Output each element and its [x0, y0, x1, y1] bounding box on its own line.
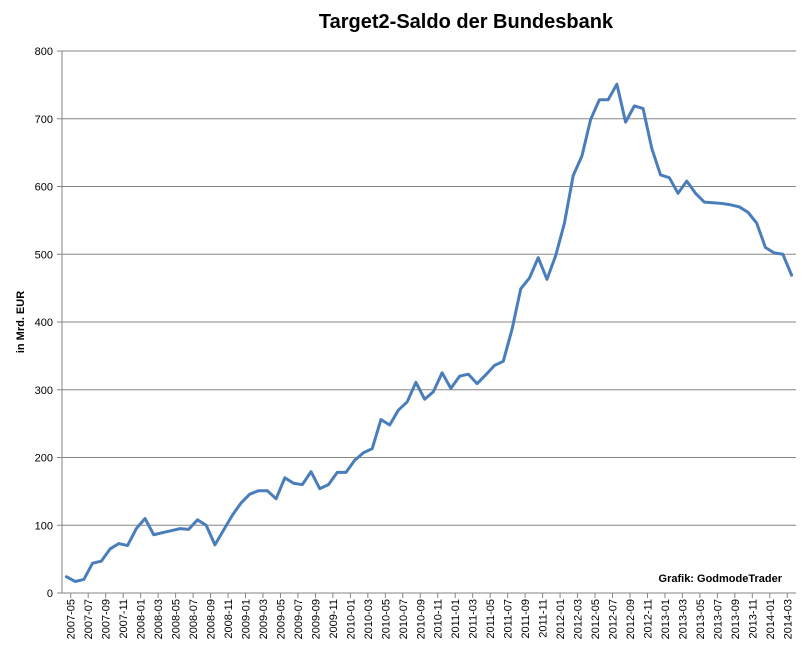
y-axis-label: in Mrd. EUR	[15, 291, 27, 353]
chart-credit: Grafik: GodmodeTrader	[659, 573, 783, 585]
x-tick-label: 2010-01	[345, 599, 357, 639]
x-tick-label: 2009-05	[275, 599, 287, 639]
x-tick-label: 2012-07	[608, 599, 620, 639]
x-tick-label: 2010-11	[433, 599, 445, 639]
x-tick-label: 2011-09	[520, 599, 532, 639]
x-tick-label: 2009-09	[310, 599, 322, 639]
x-tick-label: 2007-07	[83, 599, 95, 639]
x-tick-label: 2010-05	[380, 599, 392, 639]
y-tick-label: 0	[47, 588, 53, 600]
x-tick-label: 2010-07	[398, 599, 410, 639]
x-tick-label: 2011-03	[468, 599, 480, 639]
y-tick-label: 700	[35, 114, 53, 126]
x-tick-label: 2013-11	[747, 599, 759, 639]
x-tick-label: 2009-01	[241, 599, 253, 639]
y-axis-ticks: 0 100 200 300 400 500 600 700 800	[35, 46, 62, 600]
x-tick-label: 2007-09	[101, 599, 113, 639]
x-tick-label: 2011-01	[450, 599, 462, 639]
x-tick-label: 2011-07	[503, 599, 515, 639]
x-tick-label: 2008-11	[223, 599, 235, 639]
x-tick-label: 2013-07	[712, 599, 724, 639]
x-tick-label: 2010-03	[363, 599, 375, 639]
y-tick-label: 500	[35, 249, 53, 261]
y-tick-label: 800	[35, 46, 53, 58]
x-axis-ticks: 2007-05 2007-07 2007-09 2007-11 2008-01 2008-…	[66, 593, 794, 639]
x-tick-label: 2008-01	[136, 599, 148, 639]
x-tick-label: 2009-11	[328, 599, 340, 639]
chart-title: Target2-Saldo der Bundesbank	[319, 11, 614, 33]
x-tick-label: 2010-09	[415, 599, 427, 639]
y-tick-label: 300	[35, 385, 53, 397]
x-tick-label: 2012-01	[555, 599, 567, 639]
x-tick-label: 2014-01	[765, 599, 777, 639]
x-tick-label: 2008-05	[171, 599, 183, 639]
x-tick-label: 2012-09	[625, 599, 637, 639]
x-tick-label: 2014-03	[782, 599, 794, 639]
y-tick-label: 600	[35, 182, 53, 194]
series-line	[64, 82, 794, 583]
x-tick-label: 2013-03	[677, 599, 689, 639]
y-tick-label: 400	[35, 317, 53, 329]
y-tick-label: 100	[35, 520, 53, 532]
x-tick-label: 2012-11	[642, 599, 654, 639]
x-tick-label: 2008-03	[153, 599, 165, 639]
x-tick-label: 2011-05	[485, 599, 497, 639]
y-tick-label: 200	[35, 453, 53, 465]
x-tick-label: 2011-11	[538, 599, 550, 638]
x-tick-label: 2009-07	[293, 599, 305, 639]
x-tick-label: 2008-07	[188, 599, 200, 639]
x-tick-label: 2012-03	[573, 599, 585, 639]
x-tick-label: 2008-09	[206, 599, 218, 639]
gridlines	[62, 50, 796, 526]
x-tick-label: 2013-09	[730, 599, 742, 639]
x-tick-label: 2013-05	[695, 599, 707, 639]
x-tick-label: 2012-05	[590, 599, 602, 639]
x-tick-label: 2013-01	[660, 599, 672, 639]
x-tick-label: 2007-11	[118, 599, 130, 639]
x-tick-label: 2007-05	[66, 599, 78, 639]
x-tick-label: 2009-03	[258, 599, 270, 639]
